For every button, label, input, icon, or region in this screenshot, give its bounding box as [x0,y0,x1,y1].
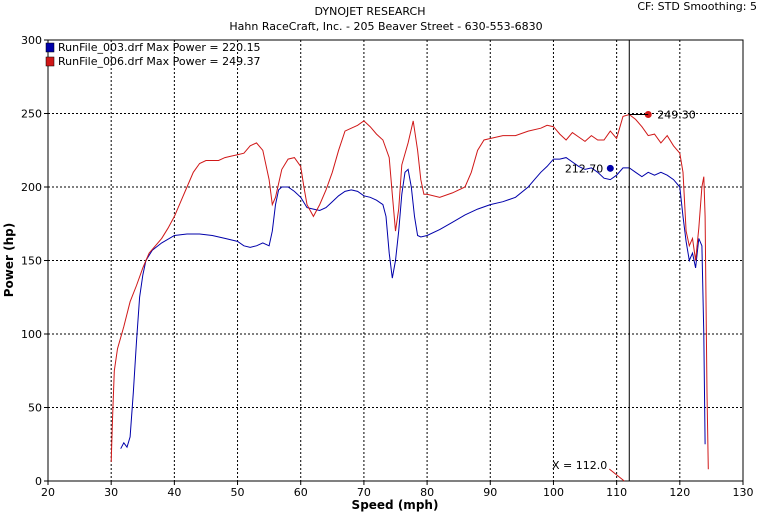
annotation-label-2: 249.30 [657,109,696,122]
y-tick-label: 300 [21,34,42,47]
y-tick-label: 200 [21,181,42,194]
x-tick-label: 40 [167,486,181,499]
x-tick-label: 30 [104,486,118,499]
x-axis-title: Speed (mph) [352,498,439,512]
chart-title: DYNOJET RESEARCH [315,5,426,18]
settings-label: CF: STD Smoothing: 5 [637,0,757,13]
y-tick-label: 50 [28,402,42,415]
x-tick-label: 130 [733,486,754,499]
annotation-marker-1 [606,164,614,172]
x-tick-label: 100 [543,486,564,499]
annotation-label-1: 212.70 [565,162,604,175]
x-tick-label: 120 [669,486,690,499]
x-tick-label: 90 [483,486,497,499]
x-tick-label: 20 [41,486,55,499]
y-tick-label: 0 [35,475,42,488]
legend-swatch-2 [45,56,55,67]
x-tick-label: 60 [294,486,308,499]
x-tick-label: 50 [231,486,245,499]
y-tick-label: 250 [21,108,42,121]
legend: RunFile_003.drf Max Power = 220.15RunFil… [45,41,261,68]
y-tick-label: 100 [21,328,42,341]
legend-label-1: RunFile_003.drf Max Power = 220.15 [58,41,261,54]
ticks: 20 30 40 50 60 70 80 90 100 110 120 130 0 50 100 150 200… [21,34,754,499]
y-tick-label: 150 [21,255,42,268]
x-tick-label: 70 [357,486,371,499]
annotations-group: 212.70 249.30 [565,109,696,176]
x-tick-label: 110 [606,486,627,499]
chart-subtitle: Hahn RaceCraft, Inc. - 205 Beaver Street… [229,20,542,33]
cursor-pointer [608,468,625,482]
x-tick-label: 80 [420,486,434,499]
series-group [110,113,709,470]
legend-label-2: RunFile_006.drf Max Power = 249.37 [58,55,261,68]
cursor-label: X = 112.0 [552,459,607,472]
series-line-2 [110,113,709,470]
y-axis-title: Power (hp) [2,223,16,297]
grid [48,40,743,481]
series-line-1 [120,157,706,449]
cursor-group: X = 112.0 [552,40,630,482]
legend-swatch-1 [45,42,55,53]
